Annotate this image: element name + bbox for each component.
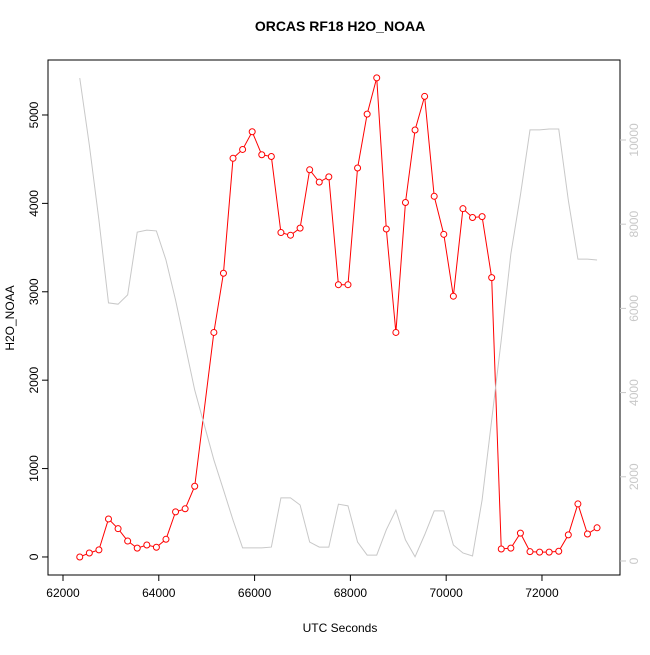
point — [411, 126, 419, 134]
chart-title: ORCAS RF18 H2O_NOAA — [255, 18, 425, 34]
point — [133, 544, 141, 552]
point — [287, 231, 295, 239]
point — [172, 508, 180, 516]
x-tick-label: 68000 — [334, 586, 368, 600]
point — [363, 110, 371, 118]
point — [210, 328, 218, 336]
point — [449, 292, 457, 300]
plot-box — [47, 59, 621, 576]
point — [143, 541, 151, 549]
y2-tick-label: 6000 — [627, 295, 641, 322]
point — [564, 531, 572, 539]
point — [306, 166, 314, 174]
point — [392, 328, 400, 336]
point — [76, 553, 84, 561]
point — [459, 205, 467, 213]
point — [104, 515, 112, 523]
point — [191, 482, 199, 490]
point — [277, 229, 285, 237]
point — [114, 525, 122, 533]
point — [593, 524, 601, 532]
x-tick-label: 62000 — [46, 586, 80, 600]
point — [85, 549, 93, 557]
y2-tick-label: 10000 — [627, 123, 641, 157]
point — [382, 225, 390, 233]
y-tick-label: 3000 — [27, 278, 41, 305]
point — [334, 281, 342, 289]
point — [555, 547, 563, 555]
point — [354, 164, 362, 172]
point — [497, 545, 505, 553]
y-tick-label: 1000 — [27, 455, 41, 482]
y2-tick-label: 4000 — [627, 379, 641, 406]
point — [325, 173, 333, 181]
x-tick-label: 72000 — [525, 586, 559, 600]
series-line — [79, 77, 598, 558]
point — [583, 530, 591, 538]
point — [440, 230, 448, 238]
y2-tick-label: 2000 — [627, 463, 641, 490]
x-axis-label: UTC Seconds — [303, 621, 378, 635]
y2-tick-label: 0 — [627, 557, 641, 564]
point — [152, 543, 160, 551]
point — [430, 192, 438, 200]
point — [488, 274, 496, 282]
point — [248, 128, 256, 136]
point — [373, 74, 381, 82]
point — [545, 548, 553, 556]
point — [229, 154, 237, 162]
point — [315, 178, 323, 186]
y-tick-label: 0 — [27, 553, 41, 560]
point — [181, 505, 189, 513]
point — [95, 546, 103, 554]
point — [526, 548, 534, 556]
x-tick-label: 70000 — [429, 586, 463, 600]
series-line — [79, 78, 598, 558]
point — [469, 214, 477, 222]
y-axis-label: H2O_NOAA — [3, 285, 17, 350]
y-tick-label: 2000 — [27, 367, 41, 394]
point — [401, 198, 409, 206]
point — [296, 224, 304, 232]
point — [219, 269, 227, 277]
y-tick-label: 4000 — [27, 190, 41, 217]
y2-tick-label: 8000 — [627, 211, 641, 238]
x-tick-label: 64000 — [142, 586, 176, 600]
point — [516, 529, 524, 537]
y-tick-label: 5000 — [27, 101, 41, 128]
point — [124, 537, 132, 545]
x-tick-label: 66000 — [238, 586, 272, 600]
point — [239, 145, 247, 153]
point — [267, 153, 275, 161]
point — [344, 281, 352, 289]
point — [258, 151, 266, 159]
point — [507, 544, 515, 552]
point — [421, 92, 429, 100]
point — [536, 548, 544, 556]
point — [478, 213, 486, 221]
point — [162, 535, 170, 543]
point — [574, 500, 582, 508]
